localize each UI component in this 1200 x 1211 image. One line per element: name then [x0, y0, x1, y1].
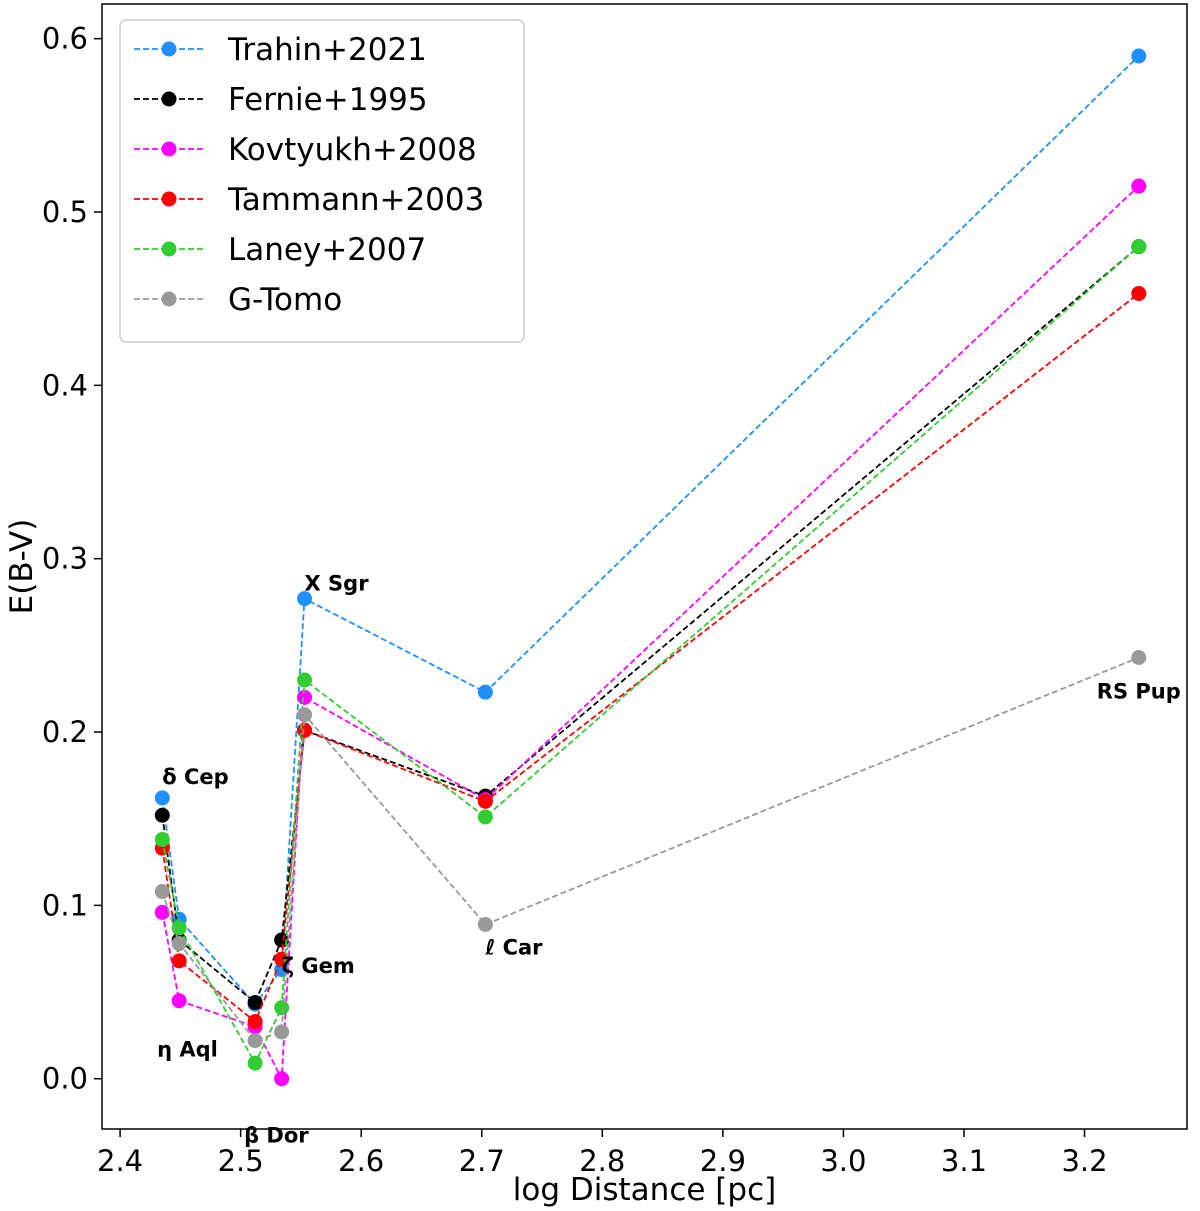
x-tick-label: 2.4 [97, 1144, 143, 1178]
y-tick-label: 0.2 [42, 715, 88, 749]
data-point [297, 672, 313, 688]
series-layer [154, 48, 1147, 1087]
axes: 2.4 2.5 2.6 2.7 2.8 2.9 3.0 3.1 3.2 0.0 0.1 0.2 0.3 0… [42, 3, 1188, 1178]
star-annotation: RS Pup [1097, 680, 1181, 704]
x-tick-label: 2.9 [700, 1144, 746, 1178]
star-annotation: δ Cep [162, 765, 228, 789]
y-tick-label: 0.5 [42, 195, 88, 229]
legend-label: Kovtyukh+2008 [228, 132, 477, 168]
data-point [274, 1071, 290, 1087]
data-point [297, 591, 313, 607]
x-tick-label: 2.6 [338, 1144, 384, 1178]
star-annotation: η Aql [157, 1038, 218, 1062]
x-tick-label: 3.2 [1061, 1144, 1107, 1178]
legend-label: Trahin+2021 [227, 32, 427, 68]
legend-entry: G-Tomo [134, 282, 342, 318]
star-annotation: β Dor [244, 1124, 309, 1148]
data-point [247, 994, 263, 1010]
series-4 [154, 285, 1147, 1030]
legend-label: G-Tomo [228, 282, 342, 318]
legend-marker [161, 91, 177, 107]
data-point [154, 790, 170, 806]
data-point [1131, 239, 1147, 255]
data-point [1131, 650, 1147, 666]
legend: Trahin+2021 Fernie+1995 Kovtyukh+2008 Tamma… [119, 19, 525, 343]
legend-box [119, 19, 525, 343]
data-point [154, 904, 170, 920]
data-point [154, 884, 170, 900]
y-tick-label: 0.1 [42, 888, 88, 922]
data-point [171, 953, 187, 969]
y-axis-label: E(B-V) [4, 519, 40, 615]
data-point [297, 689, 313, 705]
data-point [274, 1024, 290, 1040]
legend-label: Fernie+1995 [228, 82, 428, 118]
x-tick-label: 2.5 [218, 1144, 264, 1178]
legend-entry: Kovtyukh+2008 [134, 132, 477, 168]
data-point [154, 807, 170, 823]
legend-entry: Fernie+1995 [134, 82, 428, 118]
plot-frame [101, 3, 1188, 1130]
legend-marker [161, 241, 177, 257]
legend-entry: Tammann+2003 [134, 182, 484, 218]
y-tick-label: 0.3 [42, 542, 88, 576]
legend-entry: Laney+2007 [134, 232, 426, 268]
star-annotation: ζ Gem [282, 954, 355, 978]
data-point [247, 1033, 263, 1049]
data-point [477, 684, 493, 700]
data-point [1131, 285, 1147, 301]
data-point [171, 936, 187, 952]
x-tick-label: 3.0 [820, 1144, 866, 1178]
x-axis-label: log Distance [pc] [513, 1172, 776, 1208]
data-point [1131, 178, 1147, 194]
star-annotation: X Sgr [305, 572, 370, 596]
annotations: δ Cep η Aql β Dor ζ Gem X Sgr ℓ Car RS Pup [157, 572, 1181, 1148]
data-point [247, 1014, 263, 1030]
legend-label: Tammann+2003 [227, 182, 484, 218]
legend-entry: Trahin+2021 [134, 32, 427, 68]
legend-marker [161, 191, 177, 207]
data-point [247, 1055, 263, 1071]
star-annotation: ℓ Car [484, 935, 543, 959]
data-point [154, 832, 170, 848]
data-point [477, 809, 493, 825]
x-tick-label: 2.7 [459, 1144, 505, 1178]
data-point [1131, 48, 1147, 64]
y-tick-label: 0.4 [42, 368, 88, 402]
data-point [477, 793, 493, 809]
data-point [297, 707, 313, 723]
y-tick-label: 0.0 [42, 1062, 88, 1096]
legend-marker [161, 41, 177, 57]
data-point [477, 916, 493, 932]
x-tick-label: 3.1 [941, 1144, 987, 1178]
y-tick-label: 0.6 [42, 22, 88, 56]
legend-marker [161, 291, 177, 307]
data-point [274, 1000, 290, 1016]
legend-label: Laney+2007 [228, 232, 426, 268]
series-6 [154, 650, 1147, 1049]
legend-marker [161, 141, 177, 157]
series-1 [154, 48, 1147, 1012]
series-5 [154, 239, 1147, 1071]
data-point [171, 993, 187, 1009]
data-point [171, 920, 187, 936]
x-tick-label: 2.8 [579, 1144, 625, 1178]
